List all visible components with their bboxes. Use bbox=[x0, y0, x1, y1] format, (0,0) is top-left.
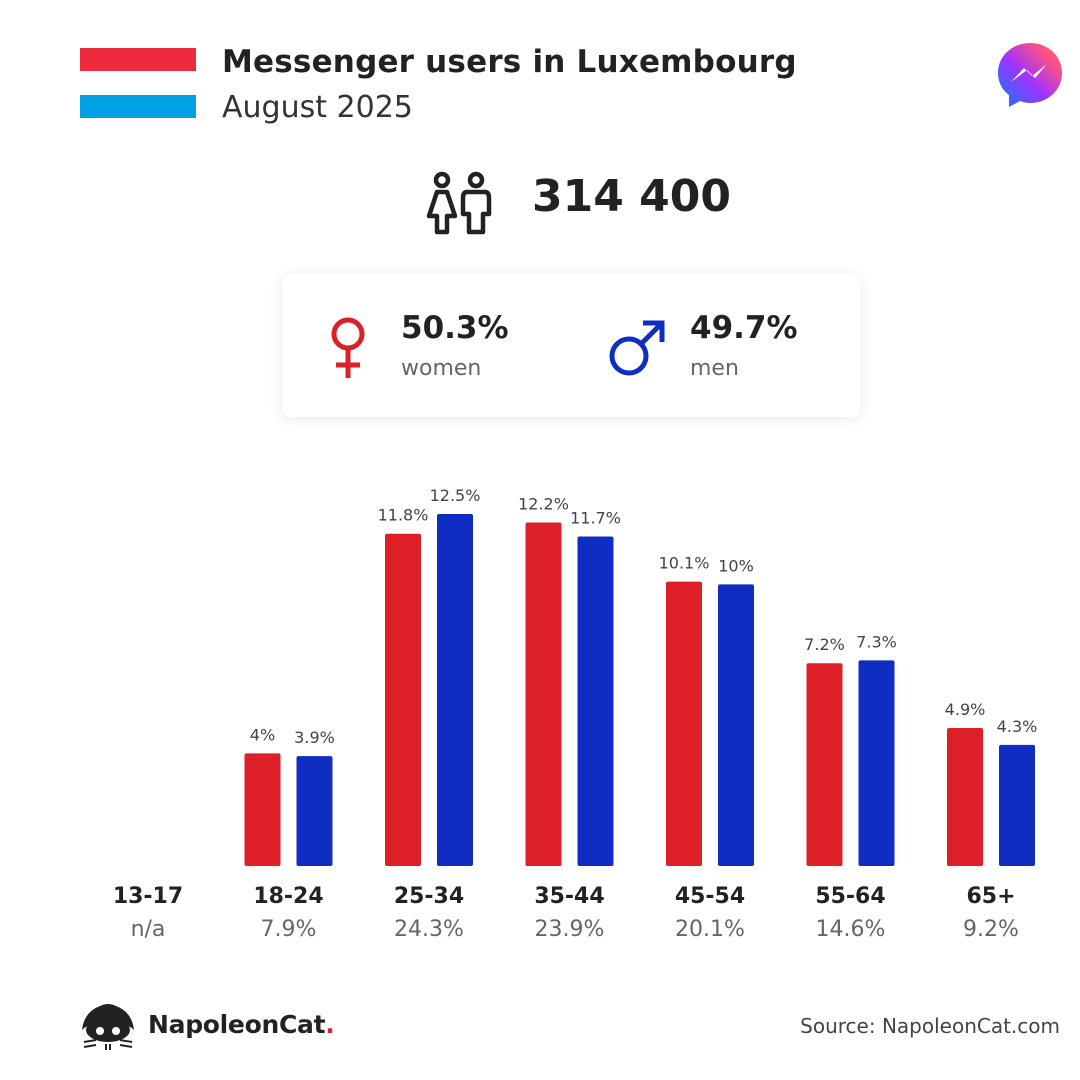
data-label-women-18-24: 4% bbox=[250, 725, 275, 744]
age-group-label: 55-64 bbox=[815, 884, 886, 909]
age-group-label: 65+ bbox=[966, 884, 1016, 909]
data-label-women-55-64: 7.2% bbox=[804, 635, 845, 654]
gender-summary-card: 50.3% women 49.7% men bbox=[282, 274, 860, 417]
chart-title: Messenger users in Luxembourg bbox=[222, 44, 797, 80]
age-group-label: 13-17 bbox=[112, 884, 184, 909]
bar-men-45-54 bbox=[718, 584, 754, 866]
data-label-men-25-34: 12.5% bbox=[430, 486, 481, 505]
women-label: women bbox=[401, 356, 482, 381]
messenger-logo-icon bbox=[998, 43, 1062, 107]
age-group-label: 25-34 bbox=[393, 884, 465, 909]
age-group-total: 14.6% bbox=[815, 917, 886, 942]
total-users: 314 400 bbox=[532, 171, 732, 222]
bar-women-35-44 bbox=[525, 522, 562, 866]
male-symbol-icon bbox=[609, 320, 665, 376]
data-label-women-65+: 4.9% bbox=[945, 700, 986, 719]
brand-dot: . bbox=[325, 1010, 335, 1039]
age-group-label: 35-44 bbox=[534, 884, 605, 909]
female-symbol-icon bbox=[331, 317, 365, 378]
age-group-total: 20.1% bbox=[675, 917, 745, 942]
age-group-total: 24.3% bbox=[394, 917, 464, 942]
bar-men-55-64 bbox=[858, 660, 895, 866]
brand-name: NapoleonCat. bbox=[148, 1010, 335, 1039]
data-label-men-35-44: 11.7% bbox=[570, 509, 621, 528]
users-icon bbox=[426, 171, 492, 235]
data-label-men-45-54: 10% bbox=[718, 556, 754, 575]
bar-men-18-24 bbox=[296, 756, 333, 866]
age-group-label: 45-54 bbox=[674, 884, 746, 909]
data-label-women-45-54: 10.1% bbox=[659, 554, 710, 573]
data-label-men-55-64: 7.3% bbox=[856, 632, 897, 651]
men-percentage: 49.7% bbox=[690, 310, 798, 346]
women-percentage: 50.3% bbox=[401, 310, 509, 346]
bar-women-45-54 bbox=[666, 581, 702, 866]
chart-subtitle: August 2025 bbox=[222, 90, 413, 125]
age-group-total: 23.9% bbox=[534, 917, 605, 942]
men-label: men bbox=[690, 356, 739, 381]
bar-women-55-64 bbox=[806, 663, 843, 866]
source-credit: Source: NapoleonCat.com bbox=[800, 1014, 1060, 1038]
age-gender-bar-chart: 4% 3.9% 11.8%12.5% 12.2%11.7% 10.1% 10% 7.2% 7.… bbox=[244, 486, 1038, 866]
age-group-total: 9.2% bbox=[963, 917, 1019, 942]
data-label-women-35-44: 12.2% bbox=[518, 494, 569, 513]
napoleoncat-logo-icon bbox=[82, 1004, 134, 1050]
age-group-total: n/a bbox=[130, 917, 166, 942]
data-label-women-25-34: 11.8% bbox=[378, 506, 429, 525]
luxembourg-flag-icon bbox=[80, 48, 196, 118]
age-group-label: 18-24 bbox=[253, 884, 324, 909]
brand-name-text: NapoleonCat bbox=[148, 1010, 326, 1039]
bar-men-25-34 bbox=[437, 514, 473, 866]
age-group-total: 7.9% bbox=[260, 917, 317, 942]
bar-women-18-24 bbox=[244, 753, 281, 866]
data-label-men-65+: 4.3% bbox=[997, 717, 1038, 736]
bar-men-35-44 bbox=[577, 536, 614, 866]
data-label-men-18-24: 3.9% bbox=[294, 728, 335, 747]
bar-men-65+ bbox=[999, 744, 1035, 866]
bar-women-65+ bbox=[947, 728, 983, 866]
bar-women-25-34 bbox=[385, 533, 421, 866]
